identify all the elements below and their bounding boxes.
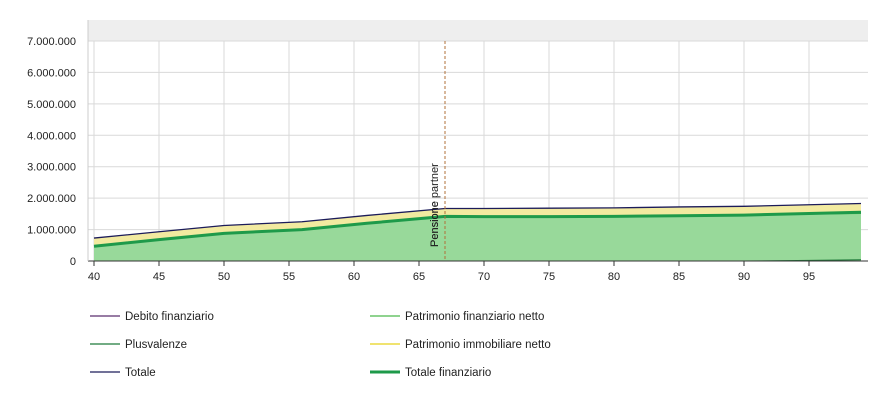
annotation-label: Pensione (429, 201, 441, 247)
totale-finanziario-line (93, 210, 862, 248)
top-band (88, 20, 868, 41)
legend-label: Totale finanziario (405, 367, 491, 379)
x-tick-label: 55 (283, 271, 295, 283)
legend-item: Patrimonio finanziario netto (370, 311, 544, 323)
y-tick-label: 5.000.000 (27, 99, 76, 111)
x-tick-label: 40 (88, 271, 100, 283)
x-tick-label: 95 (803, 271, 815, 283)
x-tick-label: 90 (738, 271, 750, 283)
y-tick-label: 4.000.000 (27, 130, 76, 142)
immobiliare-area (94, 203, 861, 247)
legend-item: Patrimonio immobiliare netto (370, 339, 551, 351)
axis-layer: 0 1.000.000 2.000.000 3.000.000 4.000.000 5.0… (27, 20, 868, 283)
finanziario-area (94, 213, 861, 261)
legend-label: Plusvalenze (125, 339, 187, 351)
y-tick-label: 0 (70, 256, 76, 268)
legend: Debito finanziario Patrimonio finanziario… (90, 311, 551, 379)
x-tick-label: 45 (153, 271, 165, 283)
x-tick-label: 65 (413, 271, 425, 283)
x-tick-label: 85 (673, 271, 685, 283)
y-tick-label: 1.000.000 (27, 225, 76, 237)
legend-item: Totale (90, 367, 156, 379)
y-tick-label: 3.000.000 (27, 162, 76, 174)
legend-item: Debito finanziario (90, 311, 214, 323)
x-tick-label: 50 (218, 271, 230, 283)
x-tick-label: 80 (608, 271, 620, 283)
totale-line (93, 202, 862, 239)
x-tick-label: 75 (543, 271, 555, 283)
y-tick-label: 7.000.000 (27, 36, 76, 48)
y-tick-label: 2.000.000 (27, 193, 76, 205)
legend-item: Plusvalenze (90, 339, 187, 351)
legend-label: Totale (125, 367, 156, 379)
x-tick-label: 60 (348, 271, 360, 283)
legend-label: Patrimonio immobiliare netto (405, 339, 551, 351)
legend-item: Totale finanziario (370, 367, 491, 379)
legend-label: Patrimonio finanziario netto (405, 311, 544, 323)
x-tick-label: 70 (478, 271, 490, 283)
area-layer (94, 203, 861, 261)
annotation-label: Pensione partner (429, 163, 441, 247)
legend-label: Debito finanziario (125, 311, 214, 323)
y-tick-label: 6.000.000 (27, 67, 76, 79)
